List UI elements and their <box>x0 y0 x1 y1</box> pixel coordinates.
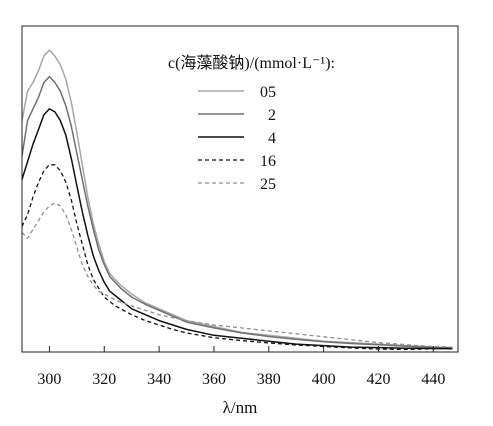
series-line-05 <box>21 49 453 349</box>
plot-frame <box>21 25 459 353</box>
x-tick-label: 420 <box>366 371 390 388</box>
legend-label-05: 05 <box>260 84 276 101</box>
x-axis-ticks: 300 320 340 360 380 400 420 440 <box>37 346 445 388</box>
legend-title: c(海藻酸钠)/(mmol·L⁻¹): <box>168 54 335 72</box>
x-tick-label: 440 <box>421 371 445 388</box>
legend-items: 05 2 4 16 25 <box>198 84 276 193</box>
x-tick-label: 320 <box>92 371 116 388</box>
series-line-4 <box>21 108 453 350</box>
series-line-2 <box>21 75 453 349</box>
series-layer <box>21 49 453 351</box>
x-tick-label: 380 <box>257 371 281 388</box>
x-tick-label: 340 <box>147 371 171 388</box>
legend-label-16: 16 <box>260 153 276 170</box>
x-tick-label: 400 <box>312 371 336 388</box>
x-tick-label: 360 <box>202 371 226 388</box>
legend: c(海藻酸钠)/(mmol·L⁻¹): 05 2 4 16 25 <box>168 54 335 193</box>
legend-label-2: 2 <box>268 107 276 124</box>
legend-label-25: 25 <box>260 176 276 193</box>
legend-label-4: 4 <box>268 130 276 147</box>
x-axis-label: λ/nm <box>223 398 258 417</box>
series-line-25 <box>21 202 453 348</box>
x-tick-label: 300 <box>37 371 61 388</box>
